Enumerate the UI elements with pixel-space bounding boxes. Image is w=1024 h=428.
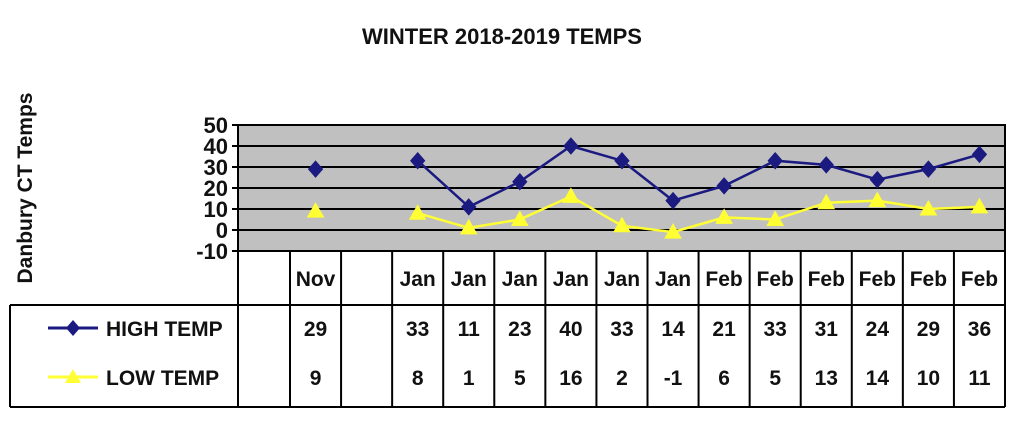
high-temp-value: 24 [866, 318, 890, 341]
y-tick-label: 0 [216, 218, 228, 243]
low-temp-point [766, 210, 785, 226]
low-temp-value: 1 [463, 367, 475, 390]
high-temp-point [614, 151, 630, 170]
high-temp-point [869, 170, 885, 189]
high-temp-line [416, 144, 980, 209]
legend-high-temp-label: HIGH TEMP [106, 318, 223, 341]
high-temp-point [512, 172, 528, 191]
high-temp-point [563, 137, 579, 155]
low-temp-value: -1 [664, 367, 683, 390]
low-temp-point [817, 193, 836, 210]
x-tick-label: Jan [655, 268, 691, 291]
low-temp-value: 5 [769, 367, 781, 390]
high-temp-point [920, 160, 937, 178]
x-tick-label: Jan [553, 268, 589, 291]
x-tick-label: Feb [757, 268, 794, 291]
low-temp-value: 6 [718, 367, 730, 390]
low-temp-point [459, 218, 478, 235]
low-temp-value: 14 [866, 367, 890, 390]
high-temp-value: 33 [406, 318, 429, 341]
low-temp-value: 5 [514, 367, 526, 390]
low-temp-value: 16 [559, 367, 582, 390]
y-tick-label: 50 [204, 113, 228, 138]
high-temp-value: 21 [712, 318, 736, 341]
x-tick-label: Feb [808, 268, 845, 291]
high-temp-value: 11 [458, 318, 481, 341]
low-temp-point [868, 191, 887, 208]
y-tick-label: 30 [204, 155, 228, 180]
low-temp-line [417, 194, 980, 234]
high-temp-point [665, 191, 681, 210]
low-temp-point [715, 208, 733, 224]
legend-high-temp-marker [66, 320, 80, 336]
high-temp-value: 14 [661, 318, 685, 341]
high-temp-value: 36 [968, 318, 991, 341]
x-tick-label: Jan [502, 268, 538, 291]
high-temp-point [818, 156, 834, 174]
legend-low-temp-label: LOW TEMP [106, 367, 219, 390]
high-temp-point [410, 151, 426, 170]
high-temp-point [971, 145, 988, 164]
high-temp-point [307, 160, 324, 178]
high-temp-value: 31 [815, 318, 839, 341]
low-temp-value: 9 [310, 367, 322, 390]
x-tick-label: Nov [296, 268, 336, 291]
low-temp-point [510, 210, 529, 226]
chart-title: WINTER 2018-2019 TEMPS [362, 24, 642, 49]
high-temp-point [716, 177, 732, 195]
low-temp-value: 10 [917, 367, 940, 390]
low-temp-point [306, 202, 325, 218]
x-tick-label: Jan [604, 268, 640, 291]
high-temp-value: 29 [304, 318, 327, 341]
low-temp-value: 2 [616, 367, 628, 390]
x-tick-label: Feb [705, 268, 742, 291]
y-tick-label: 20 [204, 176, 228, 201]
low-temp-point [562, 187, 580, 203]
y-axis-label: Danbury CT Temps [14, 93, 37, 284]
low-temp-value: 8 [412, 367, 424, 390]
low-temp-point [408, 204, 427, 220]
y-tick-label: -10 [196, 239, 228, 264]
low-temp-point [919, 199, 938, 216]
legend-low-temp-marker [65, 369, 81, 383]
high-temp-value: 33 [763, 318, 786, 341]
low-temp-point [664, 223, 682, 239]
x-tick-label: Jan [451, 268, 487, 291]
high-temp-point [461, 198, 477, 216]
low-temp-point [970, 197, 989, 214]
y-tick-label: 40 [204, 134, 228, 159]
high-temp-point [767, 151, 783, 170]
low-temp-value: 11 [968, 367, 991, 390]
x-tick-label: Feb [859, 268, 896, 291]
x-tick-label: Jan [400, 268, 436, 291]
data-table: Nov Jan Jan Jan Jan Jan Jan Feb Feb Feb Feb Feb Feb H… [9, 251, 1006, 408]
y-tick-label: 10 [204, 197, 228, 222]
low-temp-value: 13 [815, 367, 838, 390]
high-temp-value: 33 [610, 318, 633, 341]
high-temp-value: 40 [559, 318, 582, 341]
high-temp-value: 29 [917, 318, 940, 341]
low-temp-point [613, 216, 631, 233]
x-tick-label: Feb [961, 268, 998, 291]
high-temp-value: 23 [508, 318, 531, 341]
x-tick-label: Feb [910, 268, 947, 291]
